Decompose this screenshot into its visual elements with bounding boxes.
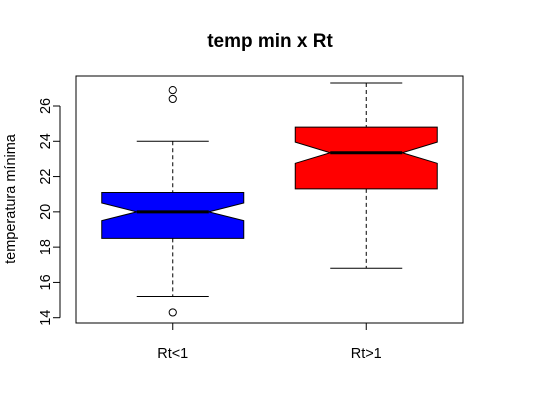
box-0 xyxy=(101,191,245,239)
y-tick-label: 20 xyxy=(38,204,54,220)
outlier-point xyxy=(168,86,177,95)
y-tick-label: 14 xyxy=(38,310,54,326)
x-tick-label: Rt>1 xyxy=(351,346,382,362)
y-axis: 14 16 18 20 22 24 26 xyxy=(38,98,61,326)
y-tick-label: 26 xyxy=(38,98,54,114)
y-tick-label: 24 xyxy=(38,133,54,149)
box-1 xyxy=(294,126,438,190)
x-axis: Rt<1 Rt>1 xyxy=(157,322,382,362)
y-tick-label: 22 xyxy=(38,168,54,184)
x-tick-label: Rt<1 xyxy=(157,346,188,362)
y-axis-label: temperatura mínima xyxy=(3,133,19,264)
outlier-point xyxy=(168,94,177,104)
outlier-point xyxy=(168,308,177,317)
y-tick-label: 18 xyxy=(38,239,54,255)
chart-title: temp min x Rt xyxy=(207,31,333,52)
y-tick-label: 16 xyxy=(38,274,54,290)
box-group xyxy=(101,82,438,317)
